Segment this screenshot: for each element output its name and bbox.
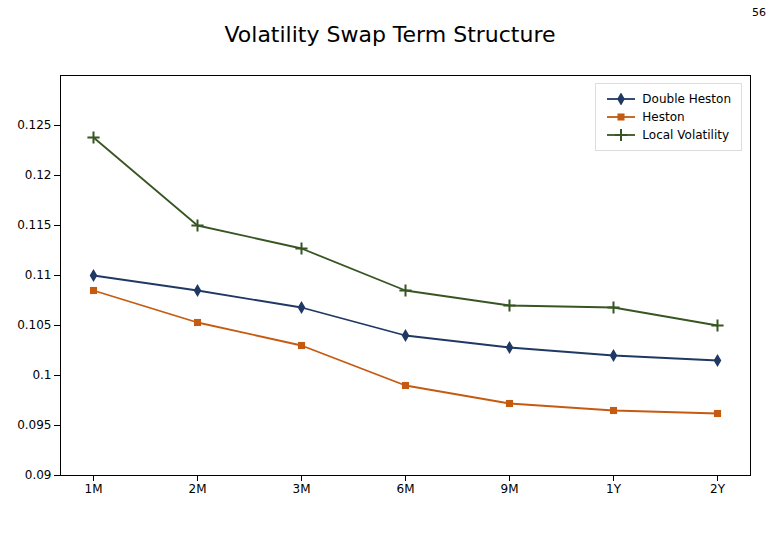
svg-text:3M: 3M bbox=[293, 482, 311, 496]
html-text:Double Heston: Double Heston bbox=[642, 92, 731, 106]
svg-text:1M: 1M bbox=[85, 482, 103, 496]
html-text:56: 56 bbox=[752, 6, 766, 19]
svg-text:0.11: 0.11 bbox=[25, 268, 52, 282]
svg-text:9M: 9M bbox=[501, 482, 519, 496]
html-text:Volatility Swap Term Structure: Volatility Swap Term Structure bbox=[224, 22, 556, 47]
svg-text:2M: 2M bbox=[189, 482, 207, 496]
svg-text:0.095: 0.095 bbox=[17, 418, 51, 432]
svg-text:0.105: 0.105 bbox=[17, 318, 51, 332]
html-text:Heston: Heston bbox=[642, 110, 685, 124]
svg-text:1Y: 1Y bbox=[606, 482, 622, 496]
svg-text:0.1: 0.1 bbox=[32, 368, 51, 382]
html-text:Local Volatility: Local Volatility bbox=[642, 128, 730, 142]
svg-text:0.115: 0.115 bbox=[17, 218, 51, 232]
svg-text:0.09: 0.09 bbox=[25, 468, 52, 482]
svg-text:6M: 6M bbox=[397, 482, 415, 496]
svg-text:0.12: 0.12 bbox=[25, 168, 52, 182]
svg-text:2Y: 2Y bbox=[710, 482, 726, 496]
svg-text:0.125: 0.125 bbox=[17, 118, 51, 132]
